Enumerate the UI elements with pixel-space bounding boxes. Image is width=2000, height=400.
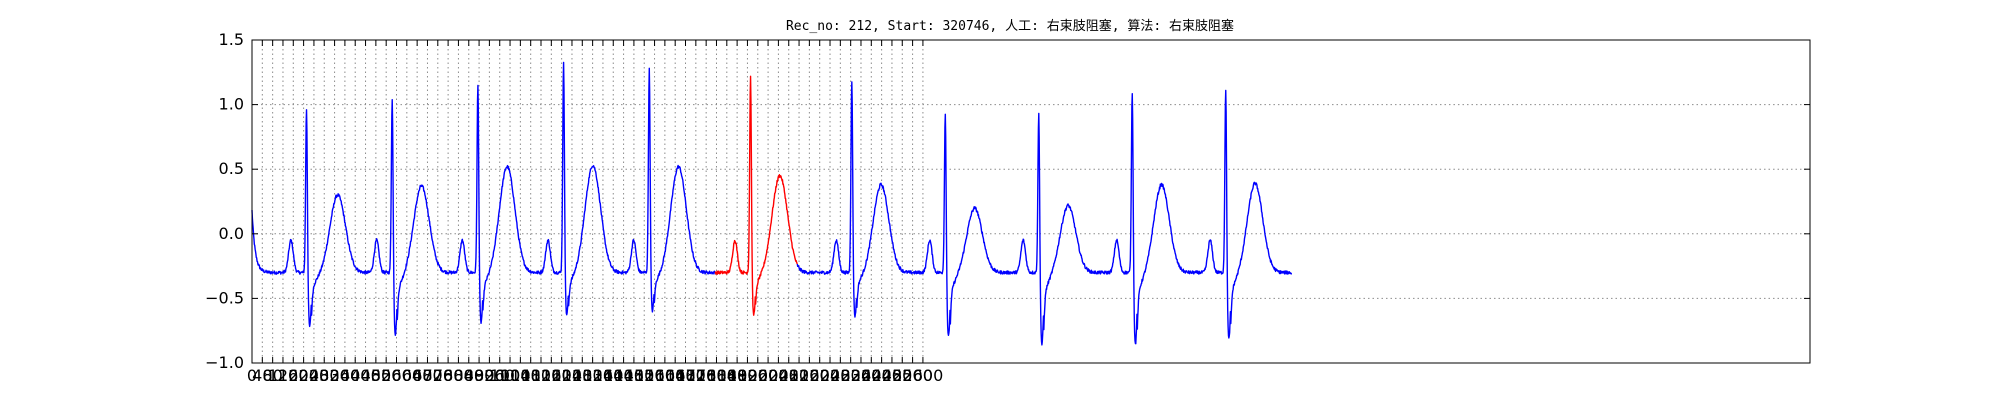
x-tick-label: 880	[464, 366, 495, 385]
x-tick-label: 440	[350, 366, 381, 385]
x-tick-label: 400	[340, 366, 371, 385]
x-tick-label: 1640	[655, 366, 696, 385]
x-tick-label: 1320	[572, 366, 613, 385]
x-tick-label: 1280	[562, 366, 603, 385]
x-tick-label: 1040	[500, 366, 541, 385]
x-tick-label: 1240	[552, 366, 593, 385]
x-tick-label: 2160	[789, 366, 830, 385]
x-tick-label: 2360	[841, 366, 882, 385]
x-tick-label: 1160	[531, 366, 572, 385]
x-tick-label: 280	[309, 366, 340, 385]
x-tick-label: 2120	[779, 366, 820, 385]
x-tick-label: 1920	[727, 366, 768, 385]
x-tick-label: 1600	[645, 366, 686, 385]
x-tick-label: 2520	[882, 366, 923, 385]
x-tick-label: 40	[252, 366, 272, 385]
x-tick-label: 800	[443, 366, 474, 385]
axis-layer: 0408012016020024028032036040044048052056…	[205, 30, 1811, 385]
ecg-line	[251, 61, 716, 336]
x-tick-label: 80	[262, 366, 282, 385]
highlight-beat-line	[714, 75, 798, 316]
x-tick-label: 2600	[903, 366, 944, 385]
x-tick-label: 960	[484, 366, 515, 385]
chart-title: Rec_no: 212, Start: 320746, 人工: 右束肢阻塞, 算…	[786, 18, 1234, 34]
x-tick-label: 520	[371, 366, 402, 385]
x-tick-label: 1480	[614, 366, 655, 385]
x-tick-label: 680	[412, 366, 443, 385]
y-tick-label: 0.5	[219, 159, 244, 178]
x-tick-label: 1760	[686, 366, 727, 385]
x-tick-label: 0	[247, 366, 257, 385]
ecg-line	[796, 81, 1293, 346]
x-tick-label: 720	[423, 366, 454, 385]
x-tick-label: 1560	[634, 366, 675, 385]
x-tick-label: 1960	[737, 366, 778, 385]
x-tick-label: 1400	[593, 366, 634, 385]
plot-frame	[251, 39, 1811, 364]
x-tick-label: 2320	[830, 366, 871, 385]
y-tick-label: 1.0	[219, 95, 244, 114]
x-tick-label: 560	[381, 366, 412, 385]
x-tick-label: 1880	[717, 366, 758, 385]
x-tick-label: 2280	[820, 366, 861, 385]
x-tick-label: 1000	[490, 366, 531, 385]
x-tick-label: 1800	[696, 366, 737, 385]
x-tick-label: 760	[433, 366, 464, 385]
x-tick-label: 1080	[510, 366, 551, 385]
x-tick-label: 320	[319, 366, 350, 385]
x-tick-label: 2040	[758, 366, 799, 385]
x-tick-label: 480	[361, 366, 392, 385]
x-tick-label: 160	[278, 366, 309, 385]
x-tick-label: 640	[402, 366, 433, 385]
x-tick-label: 1440	[603, 366, 644, 385]
x-tick-label: 1680	[665, 366, 706, 385]
x-tick-label: 2080	[768, 366, 809, 385]
x-tick-label: 920	[474, 366, 505, 385]
x-tick-label: 2440	[861, 366, 902, 385]
x-tick-label: 1120	[521, 366, 562, 385]
x-tick-label: 1840	[706, 366, 747, 385]
x-tick-label: 2200	[799, 366, 840, 385]
x-tick-label: 600	[392, 366, 423, 385]
x-tick-label: 2400	[851, 366, 892, 385]
x-tick-label: 120	[268, 366, 299, 385]
x-tick-label: 2480	[872, 366, 913, 385]
x-tick-label: 200	[288, 366, 319, 385]
x-tick-label: 240	[299, 366, 330, 385]
y-tick-label: −1.0	[205, 353, 244, 372]
x-tick-label: 1720	[675, 366, 716, 385]
y-tick-label: 1.5	[219, 30, 244, 49]
y-tick-label: 0.0	[219, 224, 244, 243]
x-tick-label: 840	[453, 366, 484, 385]
x-tick-label: 1520	[624, 366, 665, 385]
x-tick-label: 2240	[810, 366, 851, 385]
grid-layer	[251, 40, 1810, 363]
x-tick-label: 2560	[892, 366, 933, 385]
y-tick-label: −0.5	[205, 288, 244, 307]
x-tick-label: 1200	[541, 366, 582, 385]
x-tick-label: 1360	[583, 366, 624, 385]
series-layer	[251, 61, 1293, 346]
x-tick-label: 2000	[748, 366, 789, 385]
x-tick-label: 360	[330, 366, 361, 385]
